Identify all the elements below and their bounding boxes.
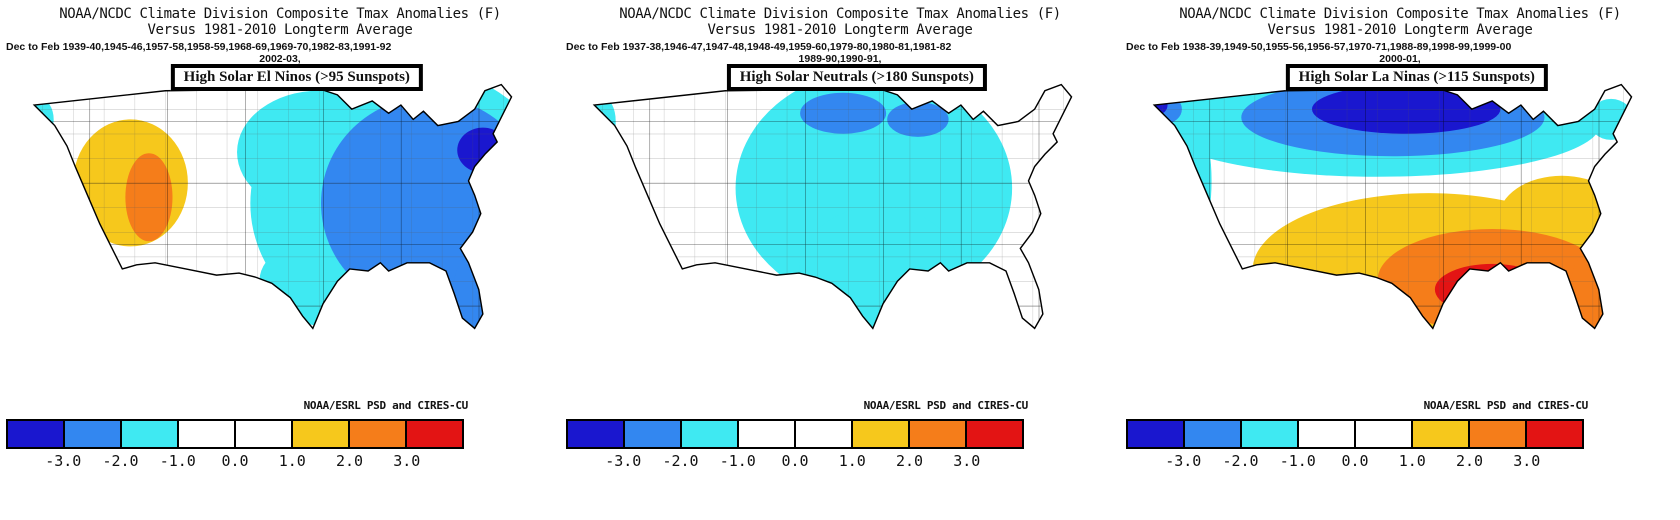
colorbar-segment	[568, 421, 623, 447]
state-boundaries	[1154, 84, 1632, 329]
colorbar-segment	[1354, 421, 1411, 447]
colorbar-tick: -2.0	[662, 452, 699, 470]
colorbar-segment	[1411, 421, 1468, 447]
credit-text: NOAA/ESRL PSD and CIRES-CU	[863, 399, 1029, 412]
panel-subtitle: Versus 1981-2010 Longterm Average	[707, 22, 973, 38]
colorbar-segment	[1297, 421, 1354, 447]
colorbar-segment	[680, 421, 737, 447]
colorbar-tick: 3.0	[393, 452, 421, 470]
panel-subtitle: Versus 1981-2010 Longterm Average	[1267, 22, 1533, 38]
credit-text: NOAA/ESRL PSD and CIRES-CU	[1423, 399, 1589, 412]
colorbar-tick: -1.0	[159, 452, 196, 470]
colorbar-segment	[63, 421, 120, 447]
panel-title: NOAA/NCDC Climate Division Composite Tma…	[619, 6, 1061, 22]
composite-years-line: Dec to Feb 1939-40,1945-46,1957-58,1958-…	[0, 41, 560, 53]
colorbar-segment	[1468, 421, 1525, 447]
colorbar-segment	[234, 421, 291, 447]
colorbar-segment	[623, 421, 680, 447]
colorbar-tick: -3.0	[45, 452, 82, 470]
composite-label: High Solar La Ninas (>115 Sunspots)	[1285, 64, 1548, 91]
colorbar-tick: 1.0	[838, 452, 866, 470]
state-boundaries	[594, 84, 1072, 329]
colorbar-segment	[1240, 421, 1297, 447]
colorbar-segment	[177, 421, 234, 447]
colorbar-tick: 3.0	[953, 452, 981, 470]
colorbar-segment	[908, 421, 965, 447]
colorbar	[566, 419, 1024, 449]
warm-3f-georgia-region	[1518, 277, 1573, 310]
panel-title: NOAA/NCDC Climate Division Composite Tma…	[1179, 6, 1621, 22]
colorbar-ticks: -3.0 -2.0 -1.0 0.0 1.0 2.0 3.0	[566, 452, 1024, 472]
us-map-svg	[1153, 83, 1633, 330]
colorbar-segment	[405, 421, 462, 447]
colorbar	[1126, 419, 1584, 449]
colorbar-segment	[1525, 421, 1582, 447]
years-line1: 1939-40,1945-46,1957-58,1958-59,1968-69,…	[62, 41, 392, 53]
colorbar-ticks: -3.0 -2.0 -1.0 0.0 1.0 2.0 3.0	[6, 452, 464, 472]
us-map-svg	[593, 83, 1073, 330]
colorbar-segment	[737, 421, 794, 447]
years-line2: 2000-01,	[1379, 53, 1421, 65]
colorbar-tick: -3.0	[1165, 452, 1202, 470]
us-anomaly-map	[2, 60, 554, 398]
colorbar-tick: -2.0	[1222, 452, 1259, 470]
season-label: Dec to Feb	[566, 41, 620, 53]
composite-years-line: Dec to Feb 1937-38,1946-47,1947-48,1948-…	[560, 41, 1120, 53]
years-line1: 1938-39,1949-50,1955-56,1956-57,1970-71,…	[1182, 41, 1512, 53]
us-map-svg	[33, 83, 513, 330]
us-anomaly-map	[1122, 60, 1674, 398]
years-line1: 1937-38,1946-47,1947-48,1948-49,1959-60,…	[622, 41, 952, 53]
years-line2: 2002-03,	[259, 53, 301, 65]
colorbar-tick: 3.0	[1513, 452, 1541, 470]
composite-label: High Solar El Ninos (>95 Sunspots)	[170, 64, 423, 91]
colorbar-segment	[794, 421, 851, 447]
panel-high-solar-el-ninos: NOAA/NCDC Climate Division Composite Tma…	[0, 0, 560, 520]
panel-title: NOAA/NCDC Climate Division Composite Tma…	[59, 6, 501, 22]
colorbar-segment	[291, 421, 348, 447]
colorbar-segment	[1128, 421, 1183, 447]
composite-label: High Solar Neutrals (>180 Sunspots)	[726, 64, 987, 91]
colorbar-segment	[965, 421, 1022, 447]
panel-subtitle: Versus 1981-2010 Longterm Average	[147, 22, 413, 38]
colorbar-ticks: -3.0 -2.0 -1.0 0.0 1.0 2.0 3.0	[1126, 452, 1584, 472]
colorbar-segment	[8, 421, 63, 447]
colorbar-tick: 2.0	[335, 452, 364, 470]
season-label: Dec to Feb	[1126, 41, 1180, 53]
colorbar-tick: 2.0	[895, 452, 924, 470]
credit-text: NOAA/ESRL PSD and CIRES-CU	[303, 399, 469, 412]
years-line2: 1989-90,1990-91,	[798, 53, 882, 65]
colorbar-tick: 0.0	[781, 452, 809, 470]
colorbar-tick: 0.0	[1341, 452, 1369, 470]
colorbar-segment	[1183, 421, 1240, 447]
colorbar-tick: 1.0	[1398, 452, 1426, 470]
colorbar-segment	[120, 421, 177, 447]
colorbar-tick: -2.0	[102, 452, 139, 470]
state-boundaries	[34, 84, 512, 329]
colorbar-tick: -3.0	[605, 452, 642, 470]
colorbar	[6, 419, 464, 449]
colorbar-tick: 1.0	[278, 452, 306, 470]
composite-years-line: Dec to Feb 1938-39,1949-50,1955-56,1956-…	[1120, 41, 1680, 53]
us-anomaly-map	[562, 60, 1114, 398]
colorbar-segment	[348, 421, 405, 447]
colorbar-tick: -1.0	[1279, 452, 1316, 470]
colorbar-segment	[851, 421, 908, 447]
colorbar-tick: 2.0	[1455, 452, 1484, 470]
colorbar-tick: -1.0	[719, 452, 756, 470]
season-label: Dec to Feb	[6, 41, 60, 53]
colorbar-tick: 0.0	[221, 452, 249, 470]
panel-high-solar-la-ninas: NOAA/NCDC Climate Division Composite Tma…	[1120, 0, 1680, 520]
panel-high-solar-neutrals: NOAA/NCDC Climate Division Composite Tma…	[560, 0, 1120, 520]
